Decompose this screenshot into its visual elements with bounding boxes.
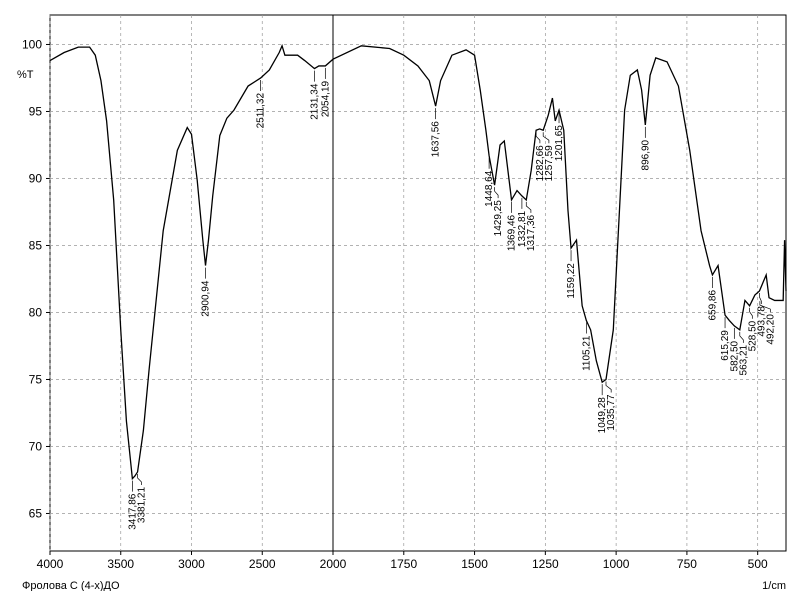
peak-leader [535,132,541,144]
peak-leader [605,381,612,393]
peak-label: 528,50 [747,320,758,351]
x-tick-label: 3000 [178,557,205,571]
x-tick-label: 750 [677,557,697,571]
peak-leader [759,293,762,305]
footer: Фролова С (4-х)ДО [22,580,120,591]
y-tick-label: 100 [22,37,42,51]
y-tick-label: 75 [29,372,43,386]
peak-leader [759,301,771,313]
x-tick-label: 4000 [37,557,64,571]
peak-label: 2511,32 [256,93,267,129]
peak-label: 2900,94 [201,280,212,317]
y-tick-label: 80 [29,305,43,319]
peak-label: 1369,46 [507,214,518,251]
plot-frame [49,14,787,552]
peak-leader [525,201,532,213]
peak-label: 493,78 [756,306,767,337]
y-axis-label: %T [17,69,34,81]
peak-label: 2131,34 [309,83,320,120]
peak-leader [137,473,142,485]
peak-label: 1159,22 [566,263,577,299]
peak-label: 1257,59 [544,145,555,182]
peak-leader [749,307,753,319]
peak-label: 1282,66 [535,145,546,182]
peak-label: 1317,36 [526,214,537,251]
x-tick-label: 1250 [532,557,559,571]
x-tick-label: 3500 [107,557,134,571]
x-axis-label: 1/cm [762,580,786,591]
y-tick-label: 90 [29,171,43,185]
peak-label: 3417,86 [127,493,138,530]
x-tick-label: 2000 [320,557,347,571]
peak-label: 582,50 [729,340,740,371]
peak-label: 659,86 [707,290,718,321]
y-tick-label: 70 [29,439,43,453]
x-tick-label: 2500 [249,557,276,571]
x-tick-label: 1750 [390,557,417,571]
y-tick-label: 95 [29,104,43,118]
peak-label: 1105,21 [581,335,592,371]
x-tick-label: 500 [748,557,768,571]
spectrum-line [49,43,787,481]
peak-label: 896,90 [640,139,651,170]
peak-label: 2054,19 [320,80,331,117]
peak-leader [739,331,744,343]
peak-label: 615,29 [720,330,731,361]
peak-label: 563,21 [738,344,749,375]
peak-label: 1201,65 [554,125,565,162]
peak-leader [494,187,499,199]
peak-leader [542,132,550,144]
peak-label: 1049,28 [597,397,608,434]
peak-label: 3381,21 [136,487,147,524]
peak-label: 1035,77 [606,394,617,431]
peak-label: 1637,56 [431,121,442,158]
peak-label: 1332,81 [517,210,528,247]
x-tick-label: 1000 [603,557,630,571]
peak-label: 1429,25 [493,200,504,237]
y-tick-label: 65 [29,506,43,520]
peak-label: 492,20 [765,314,776,345]
y-tick-label: 85 [29,238,43,252]
x-tick-label: 1500 [461,557,488,571]
peak-label: 1448,64 [484,170,495,207]
